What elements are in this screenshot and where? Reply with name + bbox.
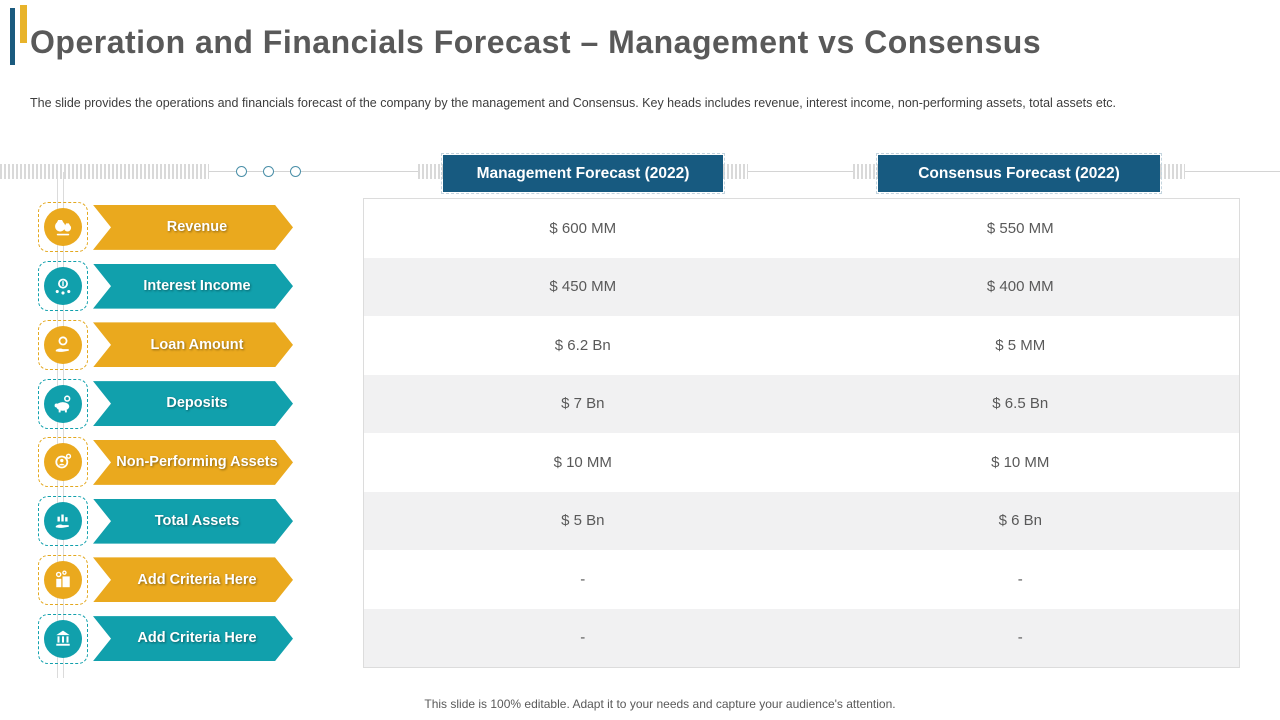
accent-bar-blue — [10, 8, 15, 65]
factory-coins-icon — [44, 560, 82, 599]
hand-bars-icon — [44, 502, 82, 541]
hatch-bar — [853, 164, 878, 179]
management-value: $ 7 Bn — [561, 395, 605, 413]
consensus-value: $ 5 MM — [995, 336, 1046, 354]
criteria-banner: Loan Amount — [93, 322, 293, 368]
table-row: $ 600 MM $ 550 MM — [364, 199, 1239, 258]
money-bags-icon — [44, 208, 82, 247]
asset-person-icon — [44, 443, 82, 482]
management-forecast-header: Management Forecast (2022) — [441, 153, 725, 194]
criteria-row-add-criteria-2: Add Criteria Here — [38, 609, 294, 668]
criteria-banner: Interest Income — [93, 263, 293, 309]
criteria-banner: Non-Performing Assets — [93, 439, 293, 485]
table-row: - - — [364, 550, 1239, 609]
management-value: $ 6.2 Bn — [554, 336, 611, 354]
criteria-row-total-assets: Total Assets — [38, 492, 294, 551]
deco-circle — [236, 166, 247, 177]
bank-building-icon — [44, 619, 82, 658]
criteria-row-non-performing-assets: Non-Performing Assets — [38, 433, 294, 492]
coins-interest-icon — [44, 267, 82, 306]
table-row: $ 10 MM $ 10 MM — [364, 433, 1239, 492]
table-row: $ 450 MM $ 400 MM — [364, 257, 1239, 316]
consensus-value: - — [1017, 570, 1023, 588]
management-value: - — [580, 570, 586, 588]
consensus-forecast-header: Consensus Forecast (2022) — [876, 153, 1162, 194]
editable-note: This slide is 100% editable. Adapt it to… — [424, 697, 896, 711]
criteria-banner: Revenue — [93, 204, 293, 250]
deco-circle — [290, 166, 301, 177]
deco-circle — [263, 166, 274, 177]
criteria-banner: Add Criteria Here — [93, 616, 293, 662]
forecast-table: $ 600 MM $ 550 MM $ 450 MM $ 400 MM $ 6.… — [363, 198, 1240, 668]
criteria-row-interest-income: Interest Income — [38, 257, 294, 316]
criteria-row-deposits: Deposits — [38, 374, 294, 433]
consensus-value: $ 550 MM — [986, 219, 1054, 237]
page-title: Operation and Financials Forecast – Mana… — [30, 24, 1042, 60]
management-value: $ 10 MM — [553, 453, 612, 471]
consensus-value: $ 400 MM — [986, 278, 1054, 296]
management-value: $ 5 Bn — [561, 512, 605, 530]
table-row: $ 7 Bn $ 6.5 Bn — [364, 374, 1239, 433]
vertical-guide-line — [63, 172, 64, 678]
consensus-value: $ 6.5 Bn — [992, 395, 1049, 413]
criteria-banner: Add Criteria Here — [93, 557, 293, 603]
criteria-row-revenue: Revenue — [38, 198, 294, 257]
table-row: $ 6.2 Bn $ 5 MM — [364, 316, 1239, 375]
hand-coin-icon — [44, 325, 82, 364]
criteria-row-add-criteria-1: Add Criteria Here — [38, 551, 294, 610]
criteria-banner: Total Assets — [93, 498, 293, 544]
table-row: - - — [364, 608, 1239, 667]
slide-description: The slide provides the operations and fi… — [30, 96, 1117, 110]
hatch-bar — [1160, 164, 1185, 179]
consensus-value: $ 10 MM — [991, 453, 1050, 471]
management-value: - — [580, 629, 586, 647]
accent-bar-yellow — [20, 5, 27, 43]
vertical-guide-line — [57, 172, 58, 678]
hatch-bar — [0, 164, 209, 179]
hatch-bar — [723, 164, 748, 179]
hatch-bar — [418, 164, 443, 179]
piggy-bank-icon — [44, 384, 82, 423]
criteria-banner: Deposits — [93, 381, 293, 427]
consensus-value: $ 6 Bn — [998, 512, 1042, 530]
criteria-row-loan-amount: Loan Amount — [38, 316, 294, 375]
consensus-value: - — [1017, 629, 1023, 647]
management-value: $ 600 MM — [549, 219, 617, 237]
management-value: $ 450 MM — [549, 278, 617, 296]
criteria-column: Revenue Interest Income Loan Amount Depo… — [38, 198, 294, 668]
table-row: $ 5 Bn $ 6 Bn — [364, 491, 1239, 550]
